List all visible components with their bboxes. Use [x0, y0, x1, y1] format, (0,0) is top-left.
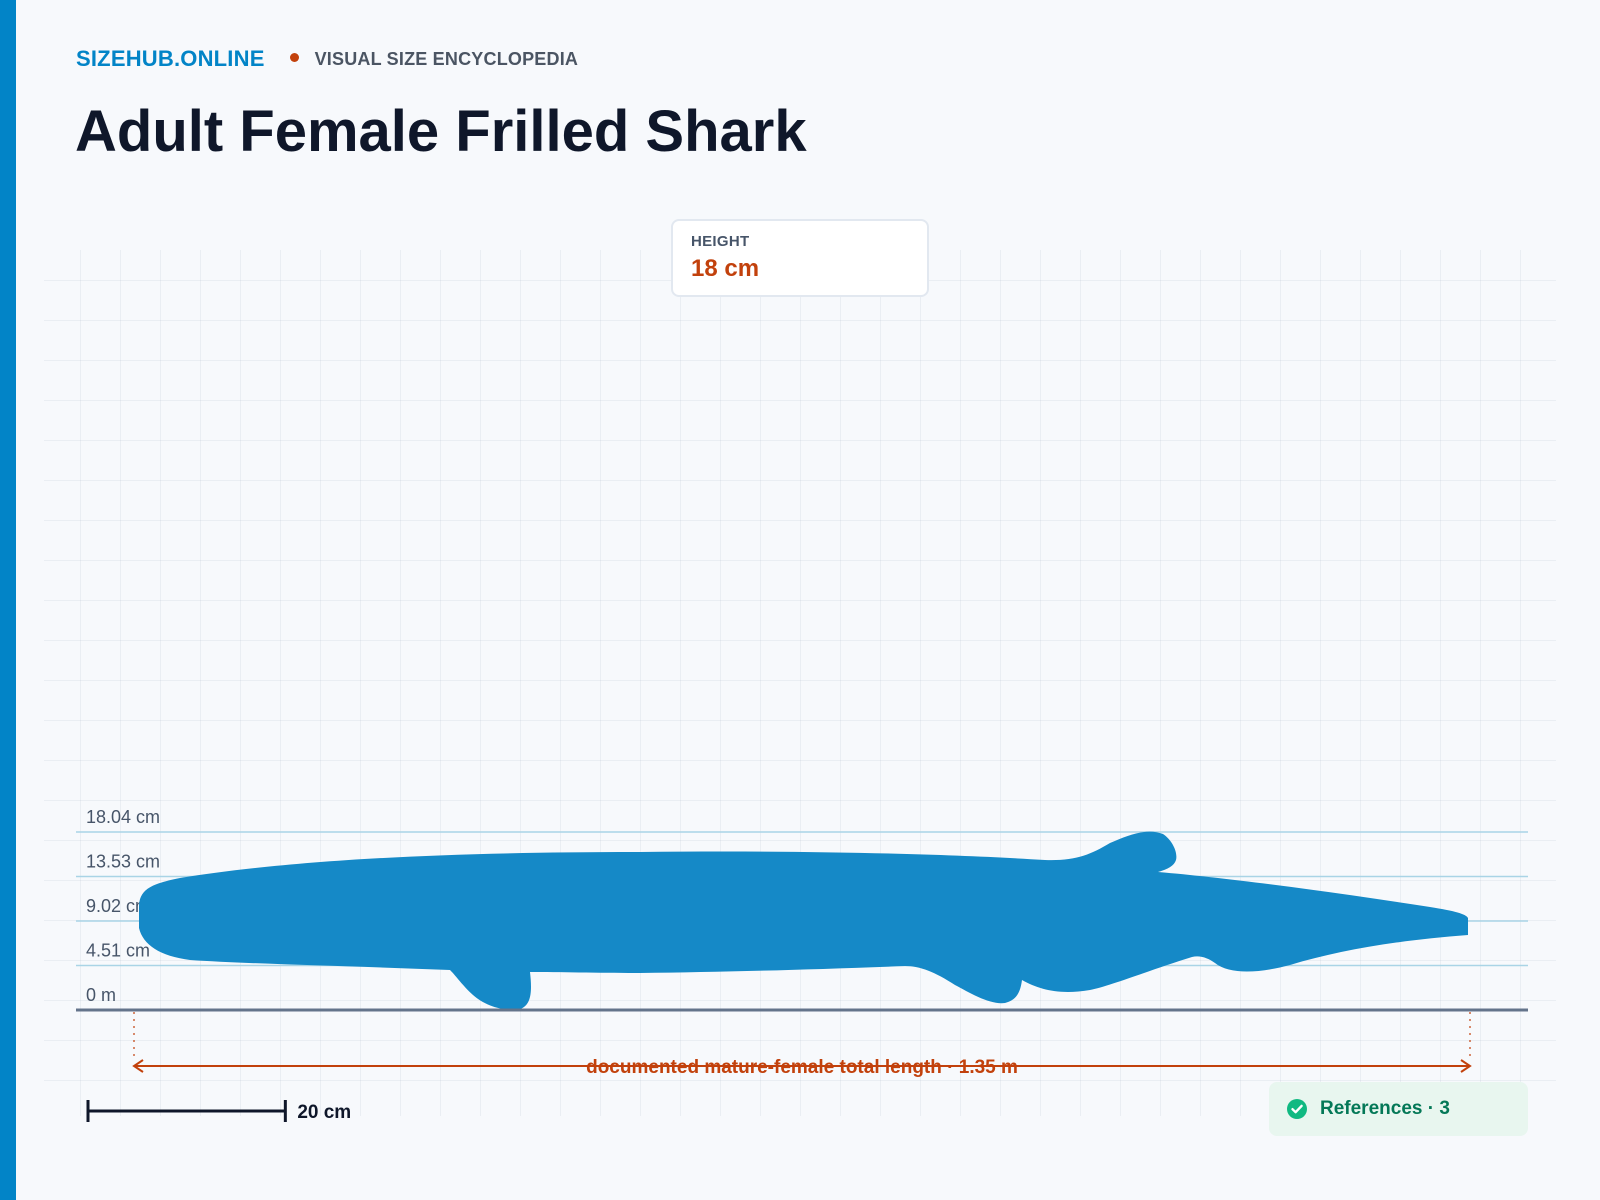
references-badge[interactable]: References · 3	[1269, 1082, 1528, 1136]
height-value: 18 cm	[691, 255, 760, 282]
accent-bar	[0, 0, 16, 1200]
height-label: HEIGHT	[691, 233, 750, 250]
background-grid	[44, 250, 1556, 1116]
arrowhead-right	[1460, 1059, 1472, 1073]
separator-dot	[289, 52, 299, 62]
height-tick-label: 9.02 cm	[86, 896, 150, 916]
length-annotation: documented mature-female total length · …	[132, 1012, 1472, 1078]
height-tick-labels: 18.04 cm 13.53 cm 9.02 cm 4.51 cm 0 m	[86, 807, 160, 1005]
check-circle-icon	[1287, 1099, 1307, 1119]
page-title: Adult Female Frilled Shark	[75, 99, 807, 164]
references-label: References · 3	[1320, 1098, 1450, 1119]
height-tick-label: 13.53 cm	[86, 852, 160, 872]
frilled-shark-silhouette	[139, 831, 1468, 1010]
height-tick-label: 18.04 cm	[86, 807, 160, 827]
site-brand[interactable]: SIZEHUB.ONLINE	[76, 46, 265, 71]
site-tagline: VISUAL SIZE ENCYCLOPEDIA	[314, 48, 579, 69]
site-header: SIZEHUB.ONLINE VISUAL SIZE ENCYCLOPEDIA	[76, 46, 578, 72]
scale-bar: 20 cm	[86, 1100, 351, 1123]
height-card: HEIGHT 18 cm	[671, 219, 929, 297]
length-label: documented mature-female total length · …	[586, 1057, 1018, 1078]
scale-bar-label: 20 cm	[297, 1102, 351, 1123]
arrowhead-left	[132, 1059, 144, 1073]
height-tick-label: 4.51 cm	[86, 941, 150, 961]
height-tick-label: 0 m	[86, 985, 116, 1005]
